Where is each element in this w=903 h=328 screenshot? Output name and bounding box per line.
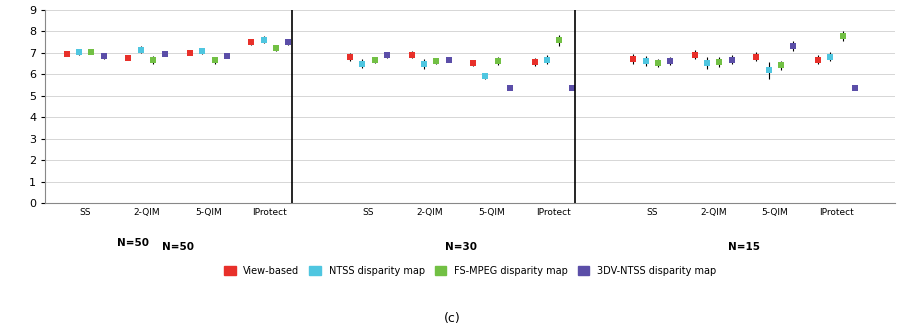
Text: N=50: N=50 [117,238,149,248]
Text: N=50: N=50 [162,242,193,252]
Text: (c): (c) [443,312,460,325]
Text: N=30: N=30 [444,242,476,252]
Legend: View-based, NTSS disparity map, FS-MPEG disparity map, 3DV-NTSS disparity map: View-based, NTSS disparity map, FS-MPEG … [219,262,720,280]
Text: N=15: N=15 [727,242,759,252]
